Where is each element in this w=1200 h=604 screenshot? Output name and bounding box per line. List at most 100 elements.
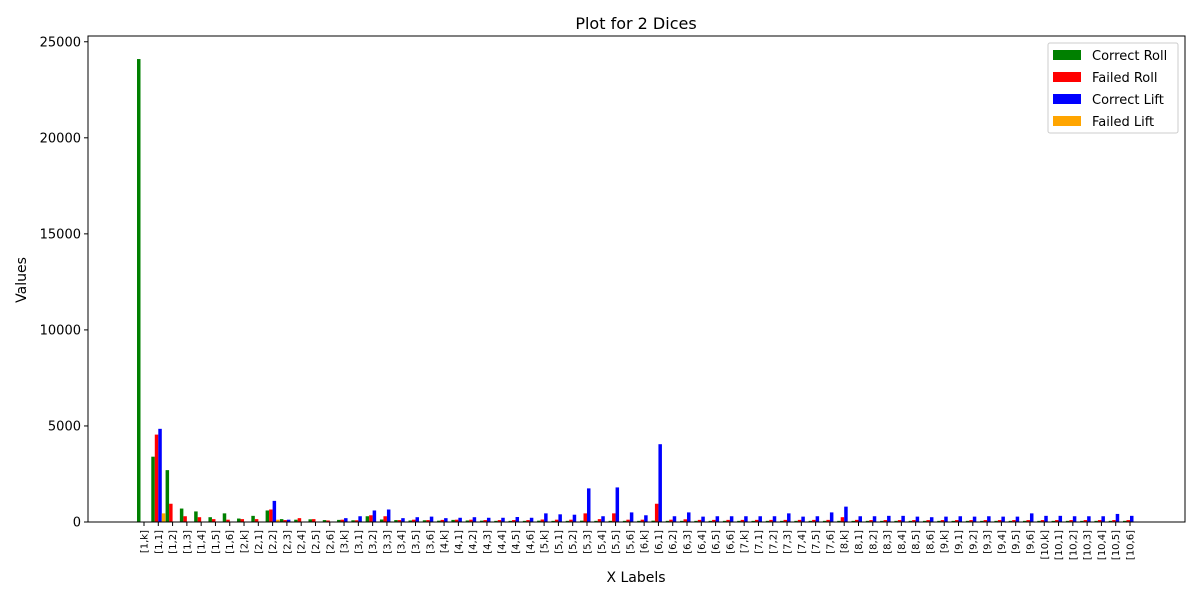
legend-box — [1047, 42, 1179, 134]
bar-failed-roll-16 — [369, 515, 373, 522]
bar-correct-lift-25 — [501, 517, 505, 522]
bar-correct-lift-55 — [929, 517, 934, 522]
bar-failed-roll-41 — [726, 519, 730, 522]
x-tick-label-33: [5,5] — [611, 530, 622, 554]
x-tick-label-5: [1,5] — [211, 530, 222, 554]
bar-failed-roll-26 — [512, 520, 516, 522]
x-tick-label-44: [7,2] — [768, 530, 779, 554]
bar-correct-roll-58 — [965, 520, 970, 522]
bar-failed-roll-11 — [297, 518, 302, 522]
x-tick-label-26: [4,5] — [511, 530, 522, 554]
bar-correct-lift-49 — [844, 506, 848, 522]
x-tick-label-24: [4,3] — [482, 530, 493, 554]
bar-correct-roll-23 — [465, 520, 470, 522]
x-tick-label-49: [8,k] — [840, 530, 851, 553]
bar-failed-roll-52 — [883, 520, 888, 522]
bar-correct-roll-54 — [908, 520, 913, 522]
bar-failed-roll-31 — [583, 513, 587, 522]
bar-correct-roll-24 — [479, 520, 484, 522]
x-tick-label-11: [2,4] — [297, 530, 308, 554]
bar-failed-roll-30 — [569, 519, 573, 522]
bar-failed-roll-19 — [412, 519, 416, 522]
bar-correct-lift-23 — [472, 517, 477, 522]
x-tick-label-27: [4,6] — [525, 530, 536, 554]
x-tick-label-65: [10,2] — [1068, 530, 1079, 560]
x-tick-label-50: [8,1] — [854, 530, 865, 554]
bar-correct-lift-46 — [801, 516, 805, 522]
bar-failed-roll-21 — [440, 519, 445, 522]
bar-correct-roll-48 — [822, 520, 827, 522]
bar-failed-roll-8 — [254, 519, 259, 522]
bar-correct-roll-11 — [294, 519, 298, 522]
x-tick-label-16: [3,2] — [368, 530, 379, 554]
x-tick-label-42: [7,k] — [740, 530, 751, 553]
bar-correct-lift-31 — [586, 488, 591, 522]
legend-swatch-0 — [1053, 50, 1081, 60]
bar-correct-lift-16 — [372, 510, 377, 522]
bar-correct-lift-9 — [272, 500, 277, 522]
bar-correct-lift-60 — [1001, 516, 1005, 522]
bar-correct-lift-62 — [1029, 513, 1034, 522]
bar-failed-lift-9 — [276, 519, 280, 522]
x-tick-label-39: [6,4] — [697, 530, 708, 554]
bar-correct-lift-52 — [887, 515, 891, 522]
bar-correct-roll-0 — [137, 59, 141, 523]
bar-correct-lift-54 — [915, 516, 920, 522]
bar-correct-lift-27 — [529, 517, 534, 522]
bar-correct-roll-32 — [594, 520, 598, 522]
x-tick-label-63: [10,k] — [1040, 530, 1051, 560]
legend-label-1: Failed Roll — [1092, 71, 1157, 86]
bar-failed-roll-6 — [226, 519, 230, 522]
bar-correct-lift-21 — [444, 518, 448, 522]
bar-correct-lift-67 — [1101, 516, 1105, 522]
bar-correct-roll-44 — [765, 520, 770, 522]
x-tick-label-69: [10,6] — [1126, 530, 1137, 560]
bar-correct-lift-40 — [715, 516, 720, 522]
bar-correct-lift-68 — [1115, 513, 1120, 522]
bar-correct-lift-42 — [744, 516, 748, 522]
x-tick-label-56: [9,k] — [940, 530, 951, 553]
bar-correct-roll-1 — [151, 456, 155, 522]
x-tick-label-21: [4,k] — [440, 530, 451, 553]
bar-correct-roll-34 — [622, 520, 627, 522]
plot-frame — [87, 35, 1186, 523]
bar-failed-roll-5 — [211, 519, 216, 522]
bar-correct-lift-66 — [1087, 516, 1091, 522]
x-tick-label-32: [5,4] — [597, 530, 608, 554]
y-tick-label-0: 0 — [73, 516, 81, 531]
bar-failed-roll-43 — [754, 519, 759, 522]
bar-correct-lift-15 — [358, 516, 362, 522]
bar-correct-lift-20 — [429, 516, 434, 522]
bar-correct-roll-10 — [279, 519, 284, 522]
bar-correct-roll-42 — [737, 520, 741, 522]
bar-correct-roll-61 — [1008, 520, 1013, 522]
x-tick-label-60: [9,4] — [997, 530, 1008, 554]
bar-correct-roll-40 — [708, 520, 713, 522]
x-tick-label-64: [10,1] — [1054, 530, 1065, 560]
x-tick-label-12: [2,5] — [311, 530, 322, 554]
bar-correct-roll-69 — [1123, 520, 1127, 522]
bar-correct-lift-59 — [987, 516, 991, 522]
bar-correct-lift-37 — [672, 516, 677, 522]
bar-correct-roll-3 — [179, 508, 184, 522]
bar-correct-lift-10 — [286, 519, 291, 522]
bar-correct-roll-6 — [222, 513, 227, 522]
bars-layer — [137, 59, 1134, 523]
bar-correct-lift-61 — [1015, 516, 1020, 522]
bar-correct-roll-41 — [722, 520, 727, 522]
chart-title: Plot for 2 Dices — [575, 14, 696, 33]
x-tick-label-19: [3,5] — [411, 530, 422, 554]
bar-failed-roll-3 — [183, 516, 187, 522]
y-tick-label-4: 20000 — [40, 131, 81, 146]
bar-failed-roll-38 — [683, 519, 688, 522]
x-tick-label-6: [1,6] — [225, 530, 236, 554]
bar-correct-lift-14 — [344, 518, 348, 522]
bar-correct-lift-53 — [901, 515, 905, 522]
bar-failed-roll-55 — [926, 520, 930, 522]
bar-failed-roll-9 — [269, 509, 273, 522]
x-axis: [1,k] [1,1] [1,2] [1,3] [1,4] [1,5] [1,6] [2,k]… — [140, 522, 1137, 560]
x-tick-label-18: [3,4] — [397, 530, 408, 554]
bar-failed-roll-68 — [1112, 520, 1116, 522]
x-tick-label-40: [6,5] — [711, 530, 722, 554]
bar-failed-roll-24 — [483, 520, 487, 522]
